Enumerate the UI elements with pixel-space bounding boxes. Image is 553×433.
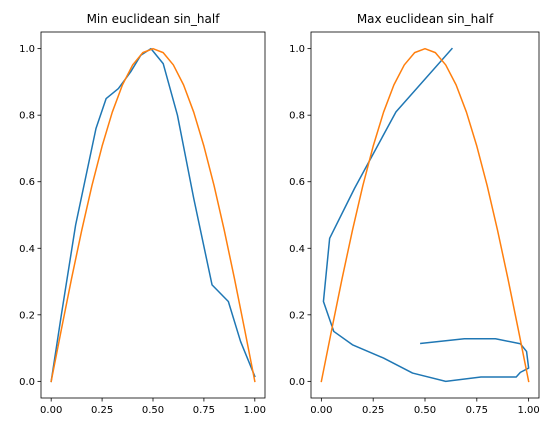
series-line-1 xyxy=(50,47,256,383)
axis-ticks: 0.00 0.25 0.50 0.75 1.00 0.0 0.2 0.4 0.6 0.8 1.0 xyxy=(19,44,266,416)
y-tick-label: 0.6 xyxy=(19,177,35,188)
x-tick-label: 0.50 xyxy=(414,405,436,416)
series-line-1 xyxy=(322,47,530,383)
y-tick-label: 0.2 xyxy=(19,310,35,321)
y-tick-label: 1.0 xyxy=(19,44,35,55)
y-tick-label: 0.4 xyxy=(289,244,305,255)
x-tick-label: 0.25 xyxy=(91,405,113,416)
subplot-min-euclidean: Min euclidean sin_half 0.00 0.25 0.50 0.75 1… xyxy=(19,12,266,416)
y-tick-label: 0.2 xyxy=(289,310,305,321)
axes-frame xyxy=(310,31,540,399)
axis-ticks: 0.00 0.25 0.50 0.75 1.00 0.0 0.2 0.4 0.6 0.8 1.0 xyxy=(289,44,540,416)
y-tick-label: 0.8 xyxy=(289,111,305,122)
x-tick-label: 1.00 xyxy=(244,405,266,416)
y-tick-label: 0.8 xyxy=(19,111,35,122)
x-tick-label: 1.00 xyxy=(518,405,540,416)
x-tick-label: 0.00 xyxy=(40,405,62,416)
subplot-max-euclidean: Max euclidean sin_half 0.00 0.25 0.50 0.75 1… xyxy=(289,12,540,416)
x-tick-label: 0.50 xyxy=(142,405,164,416)
x-tick-label: 0.75 xyxy=(193,405,215,416)
x-tick-label: 0.00 xyxy=(310,405,332,416)
y-tick-label: 0.0 xyxy=(19,377,35,388)
series-line-2 xyxy=(320,47,530,383)
subplot-title: Min euclidean sin_half xyxy=(87,12,221,26)
axes-frame xyxy=(40,31,266,399)
y-tick-label: 0.0 xyxy=(289,377,305,388)
plot-lines xyxy=(320,47,530,383)
y-tick-label: 1.0 xyxy=(289,44,305,55)
x-tick-label: 0.25 xyxy=(362,405,384,416)
y-tick-label: 0.4 xyxy=(19,244,35,255)
y-tick-label: 0.6 xyxy=(289,177,305,188)
series-line-2 xyxy=(50,47,256,383)
subplot-title: Max euclidean sin_half xyxy=(357,12,494,26)
x-tick-label: 0.75 xyxy=(466,405,488,416)
plot-lines xyxy=(50,47,256,383)
